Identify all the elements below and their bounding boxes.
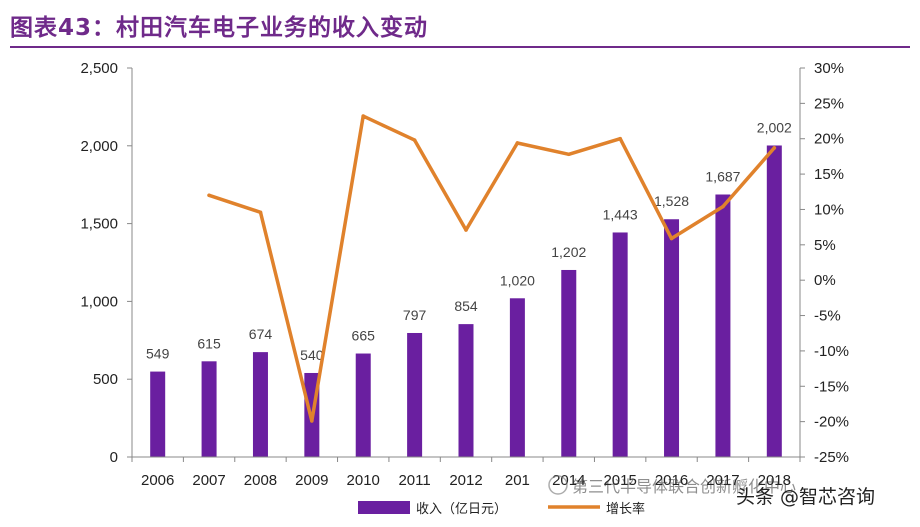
growth-rate-point [464, 228, 468, 232]
bar-revenue [509, 298, 525, 457]
growth-rate-point [566, 152, 571, 157]
bar-value-label: 1,687 [705, 169, 740, 185]
y-left-tick-label: 1,000 [80, 293, 118, 310]
bar-value-label: 1,443 [603, 206, 638, 222]
bar-value-label: 1,202 [551, 244, 586, 260]
y-left-tick-label: 0 [110, 449, 118, 466]
y-left-tick-label: 2,500 [80, 60, 118, 77]
bar-revenue [458, 324, 474, 457]
growth-rate-point [618, 136, 622, 141]
bar-value-label: 540 [300, 347, 324, 363]
bar-value-label: 674 [249, 326, 273, 342]
growth-rate-point [669, 236, 674, 241]
y-left-tick-label: 1,500 [80, 216, 118, 233]
growth-rate-point [515, 141, 520, 145]
y-right-tick-label: 25% [814, 95, 844, 112]
title-rule [10, 46, 910, 48]
bar-value-label: 797 [403, 307, 427, 323]
bar-value-label: 1,528 [654, 193, 689, 209]
y-right-tick-label: 5% [814, 237, 836, 254]
x-tick-label: 2011 [398, 472, 430, 489]
y-right-tick-label: 0% [814, 272, 836, 289]
growth-rate-point [412, 138, 417, 142]
y-right-tick-label: -5% [814, 308, 841, 325]
chart-title: 图表43：村田汽车电子业务的收入变动 [10, 15, 429, 41]
y-right-tick-label: -25% [814, 449, 849, 466]
bar-value-label: 2,002 [757, 119, 792, 135]
y-left-tick-label: 2,000 [80, 138, 118, 155]
legend-label-growth: 增长率 [606, 501, 645, 517]
bar-revenue [612, 232, 628, 457]
bar-revenue [715, 194, 731, 457]
legend-swatch-revenue [358, 501, 410, 514]
y-right-tick-label: 15% [814, 166, 844, 183]
growth-rate-point [310, 419, 314, 423]
wechat-icon [548, 475, 568, 495]
y-right-tick-label: 30% [814, 60, 844, 77]
bar-revenue [766, 145, 782, 457]
x-tick-label: 2017 [706, 472, 739, 489]
growth-rate-point [258, 210, 263, 215]
x-tick-label: 2008 [244, 472, 277, 489]
bar-revenue [252, 352, 268, 457]
x-tick-label: 201 [505, 472, 530, 489]
growth-rate-point [207, 193, 211, 198]
watermark: 第三代半导体联合创新孵化中心 头条 @智芯咨询 [548, 475, 875, 508]
growth-rate-point [772, 146, 777, 150]
x-tick-label: 2010 [347, 472, 380, 489]
growth-rate-point [721, 204, 725, 209]
x-tick-label: 2007 [192, 472, 225, 489]
bar-revenue [407, 332, 423, 457]
bar-revenue [201, 361, 217, 457]
bar-revenue [664, 219, 680, 457]
legend: 收入（亿日元） 增长率 [358, 501, 645, 517]
bar-value-label: 665 [352, 328, 376, 344]
x-tick-label: 2009 [295, 472, 328, 489]
x-tick-label: 2016 [655, 472, 688, 489]
x-tick-label: 2015 [603, 472, 636, 489]
y-right-tick-label: -10% [814, 343, 849, 360]
growth-rate-point [361, 114, 366, 118]
bar-revenue [355, 353, 371, 457]
watermark-line1: 第三代半导体联合创新孵化中心 [572, 477, 796, 496]
bar-revenue [561, 269, 577, 457]
bar-revenue [150, 371, 166, 457]
bar-value-label: 549 [146, 346, 170, 362]
x-tick-label: 2018 [758, 472, 791, 489]
bar-value-label: 854 [454, 298, 478, 314]
watermark-line2: 头条 @智芯咨询 [736, 486, 875, 508]
y-right-tick-label: 10% [814, 201, 844, 218]
bar-value-label: 1,020 [500, 272, 535, 288]
y-right-tick-label: -20% [814, 414, 849, 431]
y-right-tick-label: 20% [814, 131, 844, 148]
x-tick-label: 2006 [141, 472, 174, 489]
legend-label-revenue: 收入（亿日元） [416, 502, 507, 517]
y-right-tick-label: -15% [814, 378, 849, 395]
bar-value-label: 615 [197, 335, 221, 351]
growth-rate-line [207, 114, 777, 423]
y-left-tick-label: 500 [93, 371, 118, 388]
x-tick-label: 2012 [449, 472, 482, 489]
